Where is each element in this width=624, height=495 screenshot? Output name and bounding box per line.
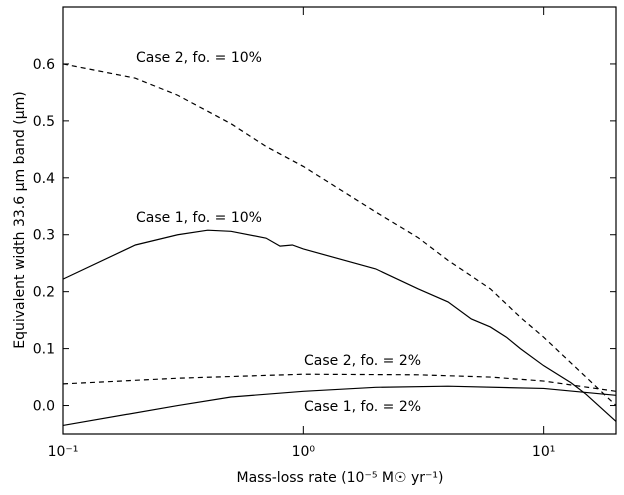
y-tick-label: 0.2 <box>33 285 55 301</box>
x-tick-label: 10⁻¹ <box>48 444 79 460</box>
series-line <box>62 385 617 427</box>
y-tick-label: 0.3 <box>33 228 55 244</box>
series-label: Case 2, fo. = 10% <box>136 50 262 66</box>
x-tick-label: 10¹ <box>532 444 555 460</box>
y-axis-label: Equivalent width 33.6 μm band (μm) <box>12 91 28 348</box>
series-line <box>62 373 617 392</box>
series-label: Case 2, fo. = 2% <box>304 353 421 369</box>
series-line <box>62 63 617 406</box>
y-tick-label: 0.4 <box>33 171 55 187</box>
plot-frame <box>62 6 617 435</box>
y-tick-label: 0.6 <box>33 57 55 73</box>
y-tick-label: 0.1 <box>33 342 55 358</box>
series-label: Case 1, fo. = 10% <box>136 210 262 226</box>
series-label: Case 1, fo. = 2% <box>304 399 421 415</box>
y-tick-label: 0.5 <box>33 114 55 130</box>
x-axis-label: Mass-loss rate (10⁻⁵ M☉ yr⁻¹) <box>237 470 444 486</box>
y-tick-label: 0.0 <box>33 399 55 415</box>
series-line <box>62 229 617 422</box>
x-tick-label: 10⁰ <box>292 444 316 460</box>
